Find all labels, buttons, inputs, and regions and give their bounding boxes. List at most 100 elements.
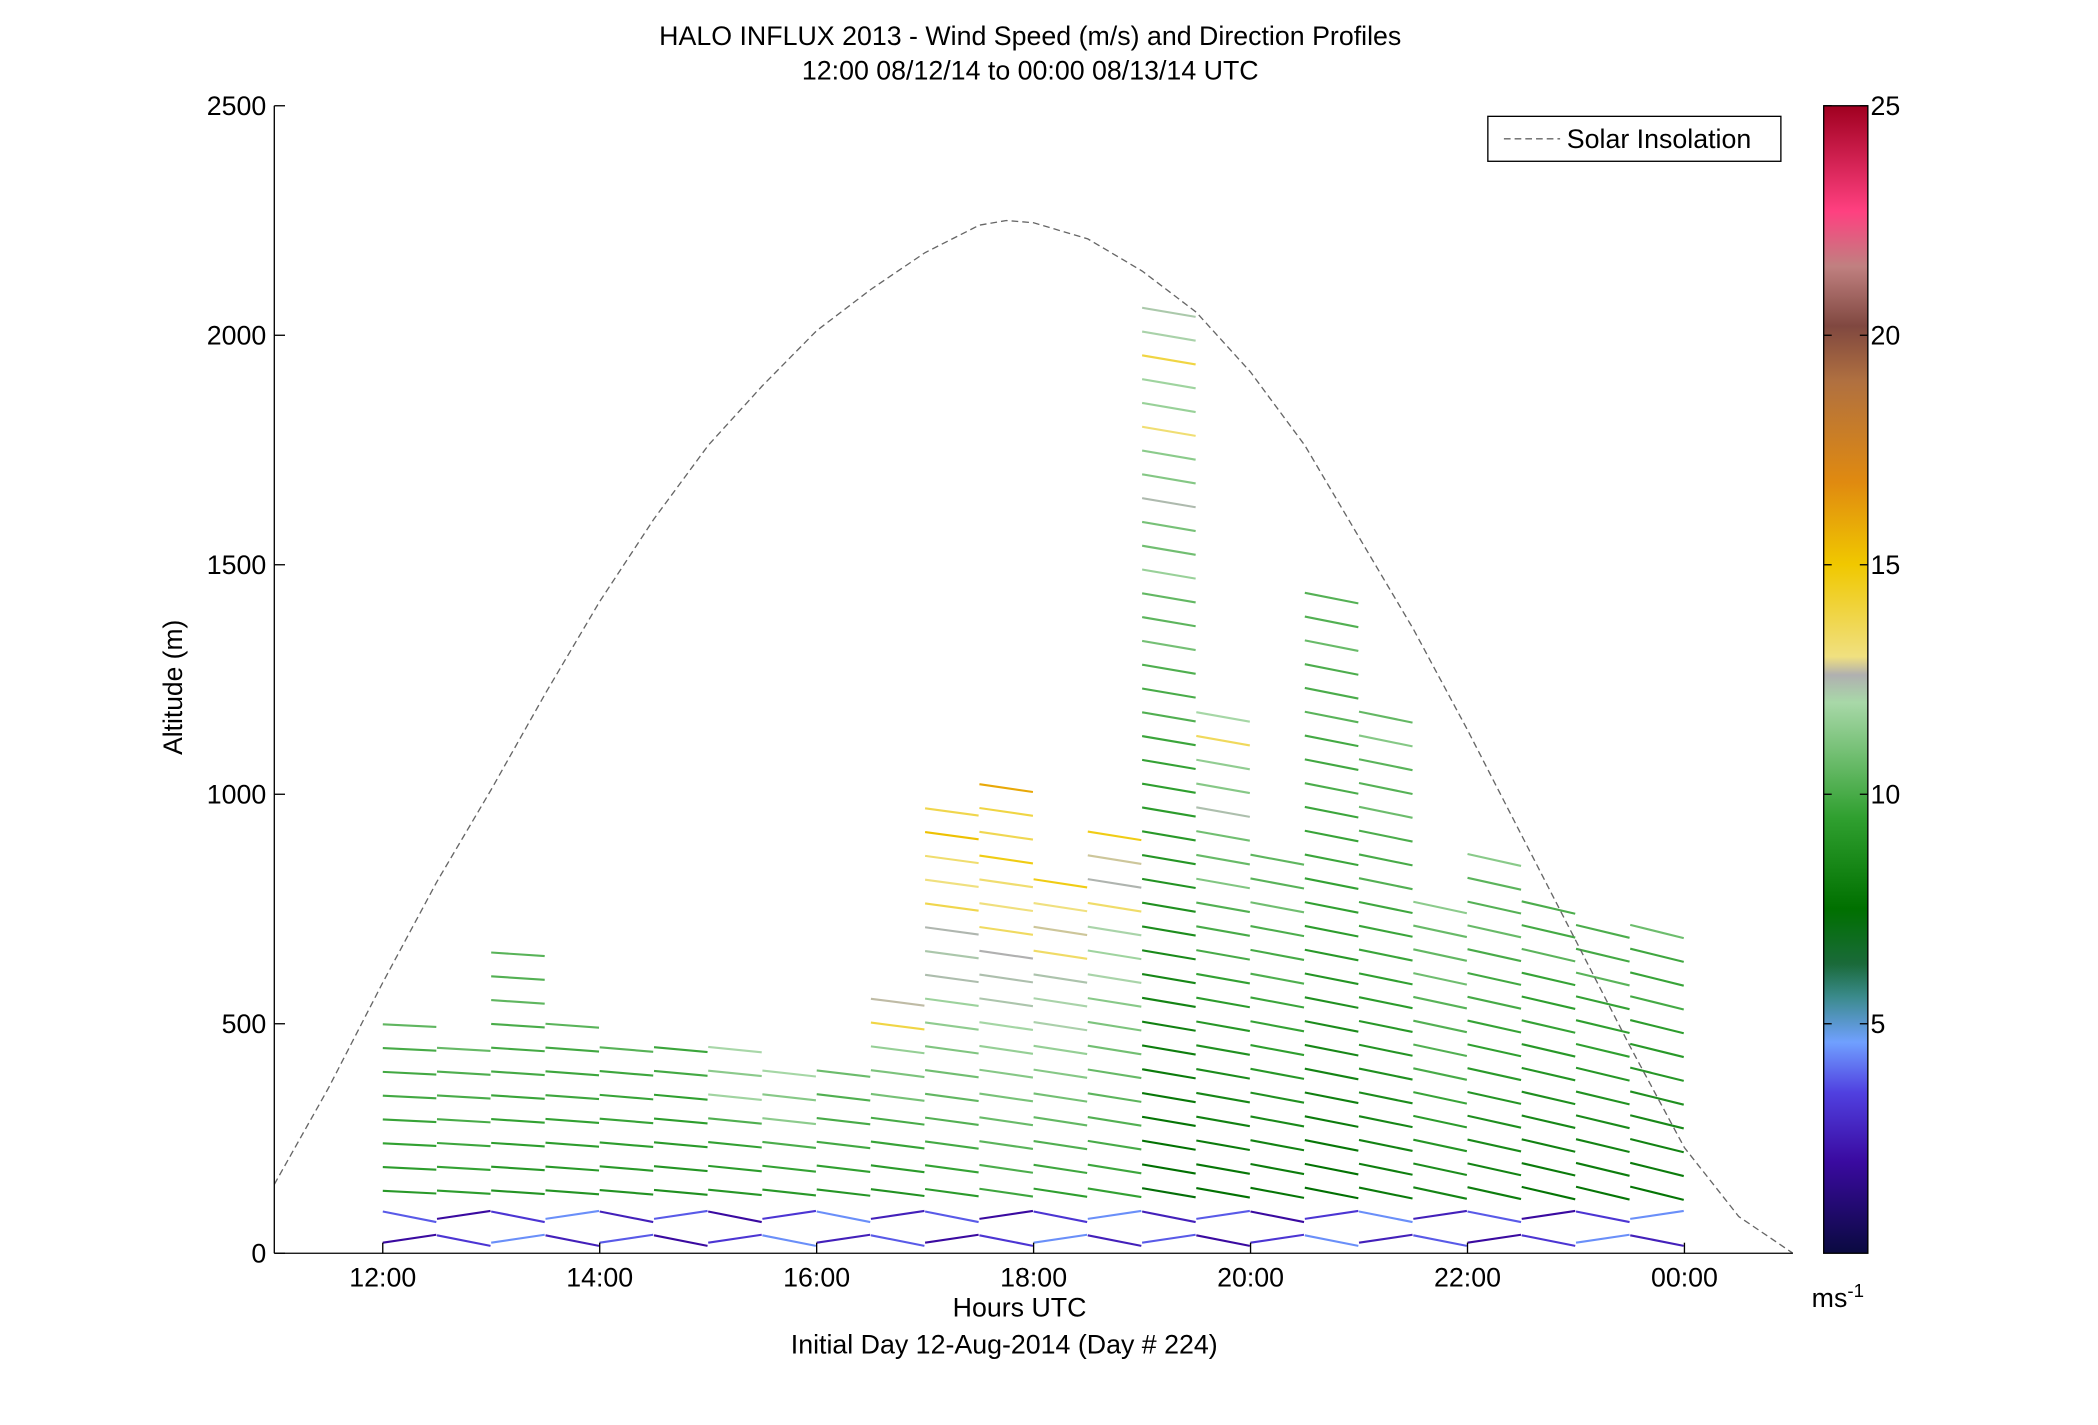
wind-barb — [1358, 1115, 1413, 1129]
wind-barb — [1467, 1233, 1522, 1244]
wind-barb — [1250, 901, 1305, 914]
wind-barb — [1087, 949, 1142, 961]
wind-barb — [979, 949, 1034, 960]
wind-barb — [1250, 925, 1305, 938]
wind-barb — [1141, 1115, 1196, 1127]
colorbar-tick-label: 10 — [1871, 780, 1901, 810]
wind-barb — [1196, 1139, 1251, 1152]
wind-barb — [653, 1069, 708, 1077]
wind-barb — [762, 1164, 817, 1173]
wind-barb — [1141, 1139, 1196, 1151]
wind-barb — [762, 1234, 817, 1247]
wind-barb — [1521, 1234, 1576, 1247]
wind-barb — [1141, 354, 1196, 366]
wind-barb — [1033, 1139, 1088, 1151]
wind-barb — [1141, 306, 1196, 318]
wind-barb — [708, 1117, 762, 1125]
x-tick-label: 14:00 — [566, 1262, 633, 1292]
wind-barb — [924, 1210, 979, 1224]
wind-barb — [1087, 1187, 1142, 1199]
wind-barb — [1358, 877, 1413, 891]
wind-barb — [1521, 1209, 1576, 1220]
wind-barb — [1629, 1161, 1684, 1178]
wind-barb — [1413, 924, 1468, 939]
wind-barb — [1304, 1209, 1359, 1220]
wind-barb — [1304, 853, 1359, 867]
x-tick-label: 12:00 — [349, 1262, 416, 1292]
wind-barb — [979, 902, 1034, 913]
x-tick-label: 18:00 — [1000, 1262, 1067, 1292]
wind-barb — [1033, 997, 1088, 1008]
wind-barb — [1141, 1163, 1196, 1175]
wind-barb — [1304, 1067, 1359, 1081]
wind-barb — [979, 1163, 1034, 1174]
wind-barb — [870, 1209, 925, 1220]
y-tick-label: 2500 — [207, 91, 267, 121]
wind-barb — [1304, 1234, 1359, 1247]
wind-barb — [1304, 924, 1359, 938]
wind-barb — [870, 1045, 925, 1055]
wind-barb — [1087, 854, 1142, 865]
x-tick-label: 22:00 — [1434, 1262, 1501, 1292]
colorbar-unit-text: ms — [1811, 1284, 1848, 1314]
wind-barb — [490, 1210, 545, 1224]
wind-barb — [1141, 925, 1196, 937]
wind-barb — [979, 806, 1034, 817]
wind-barb — [1087, 830, 1142, 842]
wind-barb — [1033, 1092, 1088, 1103]
wind-barb — [1575, 1066, 1630, 1082]
wind-barb — [1141, 854, 1196, 866]
wind-barb — [545, 1189, 600, 1196]
wind-barb — [1196, 1115, 1251, 1128]
wind-barb — [1304, 972, 1359, 986]
wind-barb — [1033, 1210, 1088, 1224]
wind-barb — [545, 1234, 600, 1247]
wind-barb — [1358, 758, 1413, 772]
wind-barb — [979, 1044, 1034, 1055]
wind-barb — [1358, 829, 1413, 843]
wind-barb — [1196, 972, 1251, 985]
wind-barb — [1629, 1138, 1684, 1154]
wind-barb — [1575, 1090, 1630, 1106]
wind-barb — [1087, 1209, 1142, 1220]
wind-barb — [1413, 1186, 1468, 1200]
wind-barb — [1304, 1020, 1359, 1033]
wind-barb — [1250, 1139, 1305, 1152]
wind-barb — [1250, 1020, 1305, 1033]
y-tick-label: 0 — [251, 1239, 266, 1269]
wind-barb — [1141, 592, 1196, 604]
wind-barbs — [382, 306, 1684, 1247]
wind-barb — [870, 997, 925, 1007]
wind-barb — [1033, 1233, 1088, 1244]
wind-barb — [382, 1166, 437, 1171]
wind-barb — [436, 1165, 491, 1172]
colorbar-tick-label: 25 — [1871, 91, 1901, 121]
wind-barb — [1358, 1091, 1413, 1105]
wind-barb — [436, 1189, 491, 1195]
wind-barb — [816, 1233, 871, 1244]
wind-barb — [491, 1118, 545, 1124]
wind-barb — [1196, 853, 1251, 866]
wind-barb — [1196, 1187, 1251, 1199]
wind-barb — [1141, 806, 1196, 818]
wind-barb — [1304, 782, 1359, 795]
wind-barb — [979, 925, 1034, 936]
wind-barb — [1358, 1210, 1413, 1224]
wind-barb — [1250, 1233, 1305, 1244]
wind-barb — [1141, 663, 1196, 675]
wind-barb — [1304, 1139, 1359, 1152]
wind-barb — [436, 1070, 491, 1076]
wind-barb — [1196, 711, 1251, 723]
wind-barb — [1141, 758, 1196, 771]
wind-barb — [1196, 1234, 1251, 1247]
wind-barb — [1629, 947, 1684, 963]
wind-barb — [1358, 924, 1413, 938]
wind-barb — [1413, 1043, 1468, 1058]
wind-barb — [1358, 1067, 1413, 1081]
wind-barb — [1358, 948, 1413, 962]
wind-barb — [491, 1022, 545, 1029]
wind-barb — [436, 1046, 491, 1053]
wind-barb — [1087, 1020, 1142, 1032]
wind-barb — [1196, 1068, 1251, 1080]
